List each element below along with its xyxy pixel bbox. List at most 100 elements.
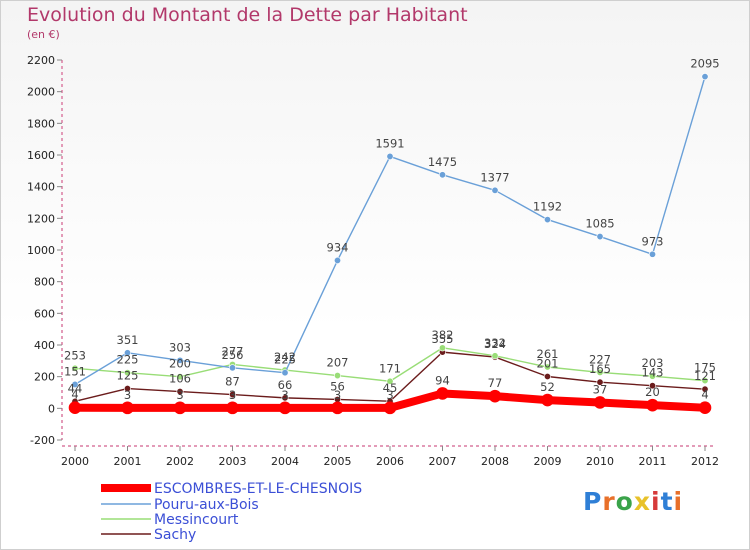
y-tick-label: 2000 (27, 86, 55, 99)
data-point (124, 385, 132, 393)
x-tick-label: 2002 (166, 455, 194, 468)
x-tick-label: 2011 (639, 455, 667, 468)
series-lines (68, 73, 712, 415)
data-point (541, 393, 554, 407)
data-label: 934 (327, 240, 349, 254)
legend: ESCOMBRES-ET-LE-CHESNOISPouru-aux-BoisMe… (101, 481, 362, 543)
chart-title: Evolution du Montant de la Dette par Hab… (27, 4, 468, 26)
data-label: 225 (117, 353, 139, 367)
data-label: 351 (117, 333, 139, 347)
y-tick-label: 2200 (27, 54, 55, 67)
y-tick-label: 1200 (27, 212, 55, 225)
data-label: 242 (274, 350, 296, 364)
data-label: 1192 (533, 200, 562, 214)
data-label: 3 (281, 388, 288, 402)
data-label: 256 (222, 348, 244, 362)
data-labels: 4 3 3 3 3 3 3 94 77 52 37 20 4 151 351 303 256 225 934 1591… (64, 57, 720, 402)
data-label: 324 (484, 337, 506, 351)
data-label: 277 (222, 344, 244, 358)
data-label: 201 (537, 357, 559, 371)
data-point (68, 401, 82, 415)
data-point (278, 401, 292, 415)
data-label: 332 (484, 336, 506, 350)
data-label: 66 (278, 378, 293, 392)
data-point (333, 256, 341, 264)
data-label: 151 (64, 364, 86, 378)
data-point (646, 398, 659, 412)
data-label: 20 (645, 385, 660, 399)
data-point (648, 250, 656, 258)
data-point (701, 73, 709, 81)
data-label: 3 (124, 388, 131, 402)
data-point (176, 388, 184, 396)
data-point (71, 364, 79, 372)
data-label: 45 (383, 381, 398, 395)
data-label: 355 (432, 332, 454, 346)
data-point (331, 401, 344, 415)
data-point (281, 369, 289, 377)
y-tick-label: 200 (34, 371, 55, 384)
y-tick-label: 400 (34, 339, 55, 352)
data-label: 2095 (690, 57, 719, 71)
logo-letter: r (602, 487, 616, 516)
data-label: 382 (432, 328, 454, 342)
data-point (596, 233, 604, 241)
data-label: 303 (169, 340, 191, 354)
data-label: 171 (379, 361, 401, 375)
data-point (543, 216, 551, 224)
y-tick-label: 600 (34, 307, 55, 320)
data-point (701, 385, 709, 393)
data-label: 973 (642, 234, 664, 248)
data-point (438, 344, 446, 352)
data-point (436, 387, 449, 400)
data-point (333, 372, 341, 380)
data-label: 225 (274, 353, 296, 367)
x-tick-label: 2007 (429, 455, 457, 468)
data-point (281, 394, 289, 402)
data-label: 200 (169, 357, 191, 371)
y-tick-label: 0 (48, 402, 55, 415)
data-label: 1377 (480, 170, 509, 184)
data-label: 37 (593, 382, 608, 396)
data-label: 3 (334, 388, 341, 402)
data-point (543, 373, 551, 381)
data-label: 1085 (585, 217, 614, 231)
data-label: 87 (225, 375, 240, 389)
x-tick-label: 2001 (114, 455, 142, 468)
x-tick-label: 2012 (691, 455, 719, 468)
data-point (648, 372, 656, 380)
y-tick-label: 1000 (27, 244, 55, 257)
legend-label: Pouru-aux-Bois (154, 497, 259, 513)
data-point (386, 377, 394, 385)
data-label: 1475 (428, 155, 457, 169)
data-point (173, 401, 187, 415)
data-label: 207 (327, 356, 349, 370)
data-label: 3 (176, 388, 183, 402)
x-tick-label: 2005 (324, 455, 352, 468)
data-label: 4 (701, 388, 708, 402)
logo-letter: t (660, 487, 674, 516)
data-label: 3 (386, 388, 393, 402)
data-label: 44 (68, 381, 83, 395)
data-point (543, 363, 551, 371)
data-label: 121 (694, 369, 716, 383)
data-point (386, 152, 394, 160)
data-point (491, 186, 499, 194)
y-tick-label: -200 (30, 434, 55, 447)
x-tick-label: 2000 (61, 455, 89, 468)
data-label: 143 (642, 366, 664, 380)
x-tick-label: 2003 (219, 455, 247, 468)
data-label: 203 (642, 356, 664, 370)
data-point (229, 364, 237, 372)
data-point (124, 349, 132, 357)
data-label: 261 (537, 347, 559, 361)
legend-label: Messincourt (154, 512, 239, 528)
data-label: 52 (540, 380, 555, 394)
logo-letter: i (651, 487, 661, 516)
data-point (124, 369, 132, 377)
data-point (648, 382, 656, 390)
data-label: 77 (488, 376, 503, 390)
data-point (596, 378, 604, 386)
y-tick-label: 1800 (27, 117, 55, 130)
data-point (226, 401, 239, 415)
